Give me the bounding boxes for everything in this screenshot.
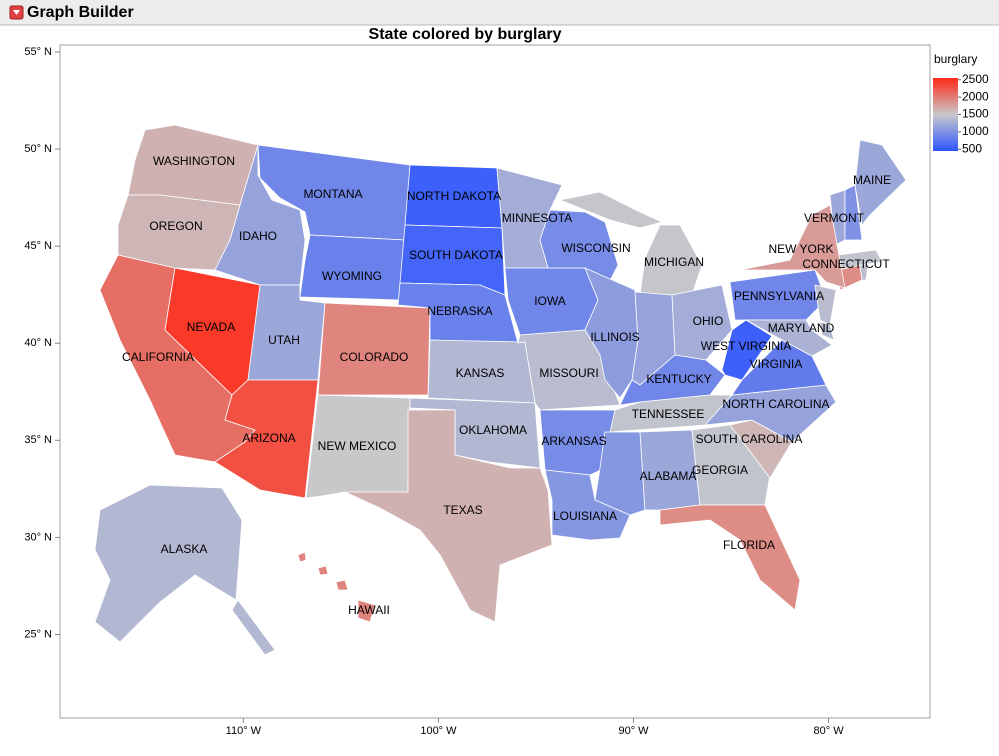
state-label: NORTH DAKOTA [407, 189, 501, 203]
legend-title: burglary [934, 52, 977, 66]
state-label: MINNESOTA [502, 211, 572, 225]
legend-tick-label: 500 [962, 141, 982, 155]
state-label: KENTUCKY [646, 372, 711, 386]
state [854, 139, 907, 226]
legend-gradient [933, 78, 958, 151]
state [691, 424, 771, 506]
menu-arrow [13, 10, 20, 15]
state [214, 379, 319, 499]
state-label: HAWAII [348, 603, 390, 617]
y-tick-label: 50° N [24, 143, 52, 155]
state [344, 409, 553, 623]
y-tick-label: 40° N [24, 337, 52, 349]
state-label: UTAH [268, 333, 300, 347]
state-label: LOUISIANA [553, 509, 617, 523]
state [317, 302, 431, 396]
state [659, 504, 801, 611]
chart-title: State colored by burglary [369, 26, 562, 43]
state-label: ARIZONA [242, 431, 295, 445]
state-label: FLORIDA [723, 538, 775, 552]
state-label: ALASKA [161, 542, 208, 556]
state-label: MICHIGAN [644, 255, 704, 269]
state [744, 319, 833, 357]
state-label: NORTH CAROLINA [722, 397, 829, 411]
state-label: NEBRASKA [427, 304, 492, 318]
state [729, 269, 827, 321]
state-label: CONNECTICUT [802, 257, 890, 271]
x-tick-label: 100° W [420, 725, 457, 737]
state-label: TENNESSEE [632, 407, 705, 421]
state-label: WYOMING [322, 269, 382, 283]
state [297, 551, 376, 623]
y-tick-label: 35° N [24, 434, 52, 446]
x-tick-label: 90° W [618, 725, 649, 737]
state-label: TEXAS [443, 503, 482, 517]
state-label: NEW YORK [768, 242, 833, 256]
y-tick-label: 45° N [24, 240, 52, 252]
state [539, 409, 616, 476]
state-label: MISSOURI [539, 366, 598, 380]
state-label: OREGON [149, 219, 202, 233]
state [544, 469, 631, 541]
state-label: WEST VIRGINIA [701, 339, 791, 353]
state-label: OHIO [693, 314, 724, 328]
state-label: NEVADA [187, 320, 235, 334]
state [844, 184, 863, 241]
state-label: IDAHO [239, 229, 277, 243]
state [671, 284, 733, 361]
state-label: SOUTH CAROLINA [696, 432, 803, 446]
x-tick-label: 110° W [226, 725, 262, 737]
map: WASHINGTON OREGON CALIFORNIA NEVADA IDAHO MON… [94, 124, 907, 656]
state-label: IOWA [534, 294, 566, 308]
y-tick-label: 55° N [24, 46, 52, 58]
state-label: GEORGIA [692, 463, 748, 477]
state [721, 319, 773, 381]
legend-tick-label: 1500 [962, 107, 989, 121]
state-label: ARKANSAS [541, 434, 606, 448]
x-tick-label: 80° W [814, 725, 845, 737]
state-label: MONTANA [303, 187, 362, 201]
state-label: CALIFORNIA [122, 350, 194, 364]
y-tick-label: 30° N [24, 531, 52, 543]
state-label: ALABAMA [640, 469, 697, 483]
y-tick-label: 25° N [24, 628, 52, 640]
state [409, 397, 541, 469]
state [739, 204, 846, 289]
state-label: PENNSYLVANIA [734, 289, 824, 303]
window-title: Graph Builder [27, 4, 134, 21]
state-label: SOUTH DAKOTA [409, 248, 503, 262]
legend-tick-label: 1000 [962, 124, 989, 138]
state-label: WASHINGTON [153, 154, 235, 168]
state-label: MARYLAND [768, 321, 835, 335]
state-label: OKLAHOMA [459, 423, 527, 437]
state-label: MAINE [853, 173, 891, 187]
state-label: COLORADO [340, 350, 409, 364]
legend-tick-label: 2000 [962, 89, 989, 103]
state-label: NEW MEXICO [318, 439, 397, 453]
state [819, 321, 835, 341]
legend-tick-label: 2500 [962, 72, 989, 86]
state-label: WISCONSIN [561, 241, 630, 255]
state-label: KANSAS [456, 366, 505, 380]
state-label: VIRGINIA [750, 357, 803, 371]
title-bar [0, 0, 999, 25]
state [94, 484, 276, 656]
state-label: ILLINOIS [590, 330, 639, 344]
state [299, 234, 406, 301]
state-label: VERMONT [804, 211, 865, 225]
